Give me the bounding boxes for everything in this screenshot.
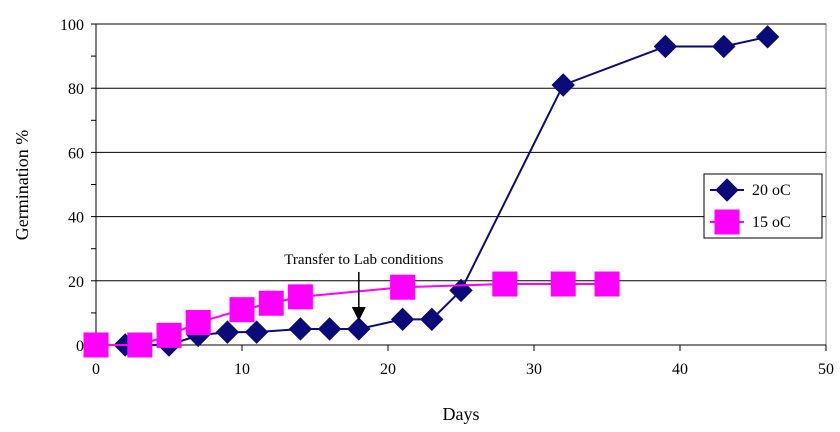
x-axis-label: Days	[443, 404, 480, 424]
data-point	[229, 297, 255, 323]
y-tick-label: 40	[68, 210, 84, 227]
data-point	[550, 271, 576, 297]
series-layer	[83, 25, 780, 358]
data-point	[420, 307, 444, 332]
data-point	[390, 307, 415, 332]
annotation-arrow-head	[351, 306, 366, 321]
data-point	[244, 320, 269, 344]
legend-label: 15 oC	[752, 214, 791, 231]
axes: 0 20 40 60 80 100 0 10 20 30 40 50	[60, 17, 834, 378]
x-tick-label: 40	[672, 361, 688, 378]
data-point	[714, 209, 740, 235]
data-point	[185, 310, 211, 336]
data-point	[390, 274, 416, 300]
y-tick-label: 60	[68, 145, 84, 162]
data-point	[156, 322, 182, 348]
data-point	[347, 317, 371, 341]
data-point	[492, 271, 518, 297]
x-tick-label: 0	[92, 361, 100, 378]
data-point	[715, 178, 739, 202]
legend: 20 oC 15 oC	[703, 173, 823, 239]
data-point	[317, 317, 342, 341]
data-point	[755, 25, 780, 49]
y-tick-label: 100	[60, 17, 84, 34]
annotation-text: Transfer to Lab conditions	[284, 252, 443, 268]
x-tick-label: 10	[234, 361, 250, 378]
x-tick-label: 50	[818, 361, 834, 378]
x-tick-label: 30	[526, 361, 542, 378]
y-tick-label: 0	[76, 338, 84, 355]
y-tick-label: 20	[68, 274, 84, 291]
legend-label: 20 oC	[752, 182, 791, 199]
data-point	[258, 290, 284, 316]
y-axis-label: Germination %	[12, 130, 32, 240]
series-fifteen	[83, 271, 620, 358]
data-point	[653, 34, 678, 59]
data-point	[215, 320, 240, 344]
data-point	[712, 34, 736, 59]
data-point	[127, 332, 153, 358]
data-point	[551, 73, 575, 97]
x-tick-label: 20	[380, 361, 396, 378]
data-point	[83, 332, 109, 358]
data-point	[594, 271, 620, 297]
y-tick-label: 80	[68, 81, 84, 98]
annotations: Transfer to Lab conditions	[284, 252, 443, 321]
data-point	[288, 317, 313, 341]
data-point	[287, 284, 313, 310]
